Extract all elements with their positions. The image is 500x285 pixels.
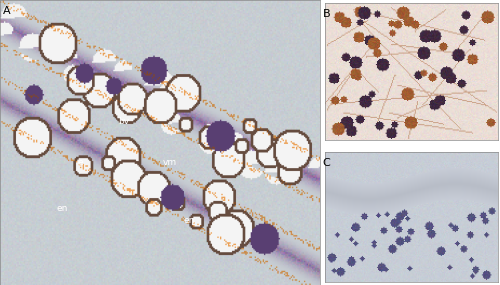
Text: e: e [77, 158, 83, 167]
Text: bv: bv [118, 117, 129, 126]
Text: B: B [322, 9, 330, 19]
Text: en: en [56, 203, 68, 213]
Text: C: C [322, 158, 330, 168]
Text: vm: vm [162, 158, 176, 167]
Text: en: en [183, 216, 194, 225]
Text: A: A [2, 6, 10, 16]
